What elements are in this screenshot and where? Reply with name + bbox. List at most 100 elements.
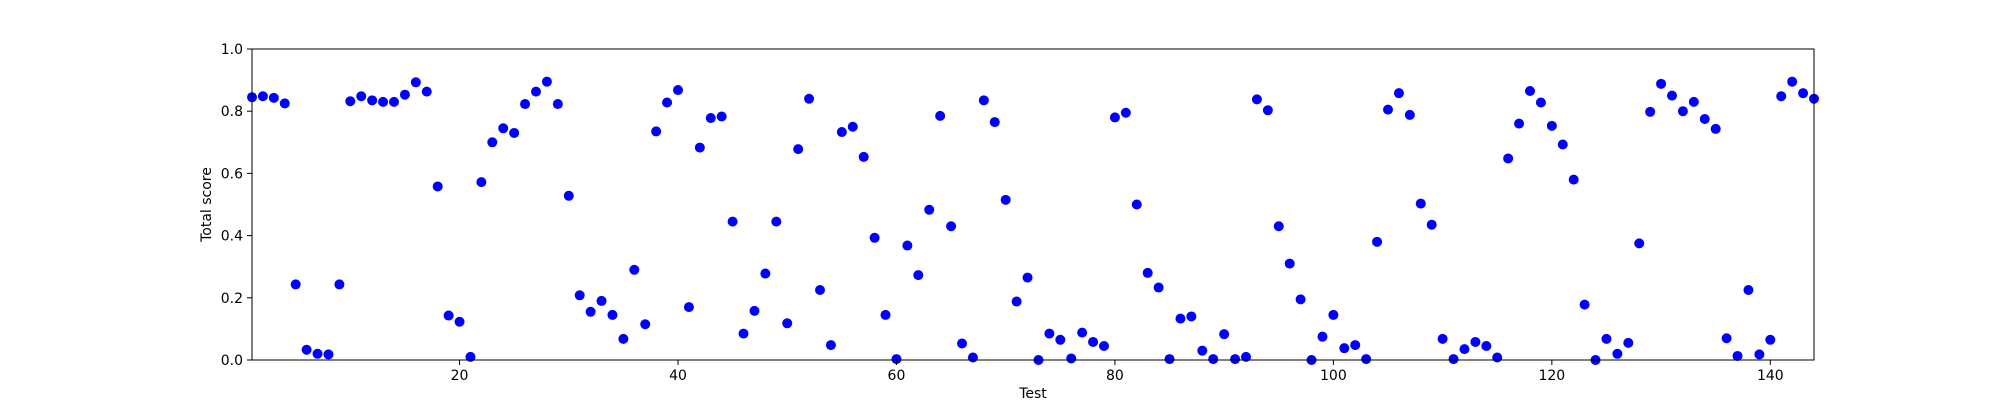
data-point [1721,333,1732,344]
data-point [1645,106,1656,117]
data-point [967,352,978,363]
data-point [1579,299,1590,310]
data-point [1634,238,1645,249]
data-point [847,121,858,132]
data-point [443,310,454,321]
data-point [1688,96,1699,107]
data-point [1131,199,1142,210]
data-point [1776,91,1787,102]
data-point [552,99,563,110]
data-point [1448,354,1459,365]
data-point [399,89,410,100]
data-point [913,270,924,281]
data-point [596,295,607,306]
data-point [749,305,760,316]
x-axis-ticks: 20 40 60 80 100 120 140 [451,360,1784,384]
data-point [1350,340,1361,351]
data-point [1011,296,1022,307]
data-point [662,97,673,108]
data-point [563,190,574,201]
data-point [334,279,345,290]
data-point [957,338,967,349]
data-point [312,348,323,359]
data-point [421,86,432,97]
data-point [1459,344,1470,355]
x-axis-label: Test [1018,386,1047,400]
data-point [782,318,793,329]
data-point [432,181,443,192]
data-point [1514,118,1525,129]
x-tick-label: 20 [451,368,469,384]
data-point [268,92,279,103]
data-point [771,216,782,227]
data-point [1481,341,1492,352]
data-point [1339,343,1350,354]
data-point [1022,272,1033,283]
data-point [1699,113,1710,124]
data-point [1142,267,1153,278]
data-point [1568,174,1579,185]
data-point [1557,139,1568,150]
y-axis-label: Total score [199,167,215,243]
data-point [946,221,957,232]
data-point [1787,76,1798,87]
data-point [869,232,880,243]
data-point [804,93,815,104]
data-point [1415,198,1426,209]
data-point [1175,313,1186,324]
data-point [902,240,913,251]
data-point [1077,327,1088,338]
data-point [1798,88,1809,99]
data-point [1099,341,1109,352]
x-tick-label: 40 [669,368,687,384]
data-point [1677,106,1688,117]
data-point [367,95,378,106]
data-point [1535,97,1546,108]
data-point [1525,85,1535,96]
data-point [760,268,771,279]
data-point [1426,219,1437,230]
data-point [793,144,804,155]
data-point [257,91,268,102]
x-tick-label: 140 [1757,368,1784,384]
x-tick-label: 100 [1320,368,1347,384]
data-point [1295,294,1306,305]
y-tick-label: 0.6 [221,166,243,182]
data-point [1109,112,1120,123]
y-tick-label: 0.4 [221,229,243,245]
x-tick-label: 120 [1538,368,1565,384]
data-point [618,333,629,344]
data-point [1284,258,1295,269]
data-point [585,306,596,317]
data-point [1055,334,1066,345]
x-tick-label: 60 [888,368,906,384]
data-point [476,177,487,188]
data-point [1262,105,1273,116]
data-point [1230,354,1241,365]
data-point [520,99,531,110]
data-point [1044,328,1055,339]
data-point [651,126,662,137]
data-point [978,95,989,106]
data-point [498,123,509,134]
data-point [738,328,749,339]
data-point [509,127,520,138]
data-point [1000,194,1011,205]
data-point [836,127,847,138]
data-point [301,344,312,355]
data-point [1186,311,1197,322]
data-point [1273,221,1284,232]
x-tick-label: 80 [1106,368,1124,384]
data-point [1503,153,1514,164]
data-point [629,264,640,275]
data-point [1656,78,1667,89]
data-point [1241,351,1251,362]
data-point [1667,90,1677,101]
data-point [389,96,399,107]
data-point [705,113,716,124]
data-point [1601,333,1612,344]
data-point [1251,94,1262,105]
data-point [935,110,946,121]
data-point [487,137,498,148]
